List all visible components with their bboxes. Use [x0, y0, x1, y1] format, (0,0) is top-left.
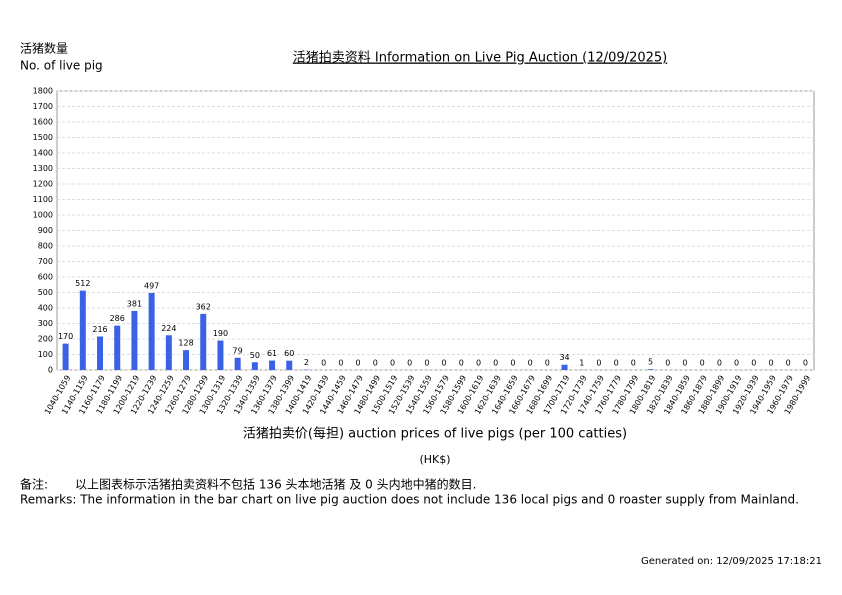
bar: [561, 364, 568, 370]
data-label: 0: [459, 359, 464, 368]
data-label: 0: [442, 359, 447, 368]
data-label: 61: [267, 349, 277, 358]
y-label-en: No. of live pig: [20, 59, 103, 73]
bar: [79, 290, 86, 370]
bar: [251, 362, 258, 370]
data-label: 50: [250, 351, 260, 360]
data-label: 216: [92, 325, 107, 334]
data-label: 0: [390, 359, 395, 368]
data-label: 79: [233, 346, 243, 355]
data-label: 0: [424, 359, 429, 368]
generated: Generated on: 12/09/2025 17:18:21: [641, 556, 822, 567]
bar: [183, 350, 190, 370]
y-tick-label: 500: [38, 288, 53, 297]
data-label: 362: [196, 302, 211, 311]
data-label: 0: [614, 359, 619, 368]
y-tick-label: 800: [38, 242, 53, 251]
data-label: 0: [545, 359, 550, 368]
data-label: 224: [161, 324, 176, 333]
data-label: 0: [510, 359, 515, 368]
y-tick-label: 1000: [33, 211, 53, 220]
data-label: 0: [768, 359, 773, 368]
y-tick-label: 900: [38, 226, 53, 235]
data-label: 0: [407, 359, 412, 368]
y-tick-label: 1300: [33, 164, 53, 173]
data-label: 0: [596, 359, 601, 368]
y-tick-label: 1600: [33, 118, 53, 127]
data-label: 5: [648, 358, 653, 367]
data-label: 0: [321, 359, 326, 368]
data-label: 0: [734, 359, 739, 368]
y-tick-label: 100: [38, 350, 53, 359]
data-label: 0: [631, 359, 636, 368]
remarks-en: Remarks: The information in the bar char…: [20, 493, 799, 507]
y-tick-label: 1200: [33, 180, 53, 189]
data-label: 60: [284, 349, 294, 358]
y-tick-label: 1700: [33, 102, 53, 111]
y-tick-label: 700: [38, 257, 53, 266]
x-label: 活猪拍卖价(每担) auction prices of live pigs (p…: [243, 426, 627, 442]
data-label: 0: [356, 359, 361, 368]
data-label: 2: [304, 358, 309, 367]
bar: [165, 335, 172, 370]
data-label: 0: [717, 359, 722, 368]
data-label: 512: [75, 279, 90, 288]
y-tick-label: 0: [48, 366, 53, 375]
bar: [234, 357, 241, 370]
remarks-label: 备注:: [20, 477, 48, 492]
data-label: 1: [579, 358, 584, 367]
y-label-zh: 活猪数量: [20, 41, 68, 56]
bar: [647, 369, 654, 370]
data-label: 170: [58, 332, 73, 341]
data-label: 0: [682, 359, 687, 368]
bar: [200, 313, 207, 370]
data-label: 0: [665, 359, 670, 368]
bar: [131, 310, 138, 370]
y-tick-label: 400: [38, 304, 53, 313]
bar: [97, 336, 104, 370]
chart-title: 活猪拍卖资料 Information on Live Pig Auction (…: [293, 51, 667, 66]
x-unit: (HK$): [419, 453, 450, 466]
data-label: 190: [213, 329, 228, 338]
y-tick-label: 1800: [33, 87, 53, 96]
bar: [148, 292, 155, 370]
y-tick-label: 300: [38, 319, 53, 328]
data-label: 0: [338, 359, 343, 368]
y-tick-label: 600: [38, 273, 53, 282]
data-label: 381: [127, 299, 142, 308]
y-tick-label: 1500: [33, 133, 53, 142]
bar: [269, 360, 276, 370]
data-label: 34: [559, 353, 569, 362]
data-label: 0: [476, 359, 481, 368]
bar: [286, 360, 293, 370]
data-label: 0: [700, 359, 705, 368]
remarks-zh: 以上图表标示活猪拍卖资料不包括 136 头本地活猪 及 0 头内地中猪的数目.: [75, 477, 476, 492]
bar: [114, 325, 121, 370]
data-label: 497: [144, 281, 159, 290]
data-label: 286: [110, 314, 125, 323]
y-tick-label: 200: [38, 335, 53, 344]
bar: [62, 343, 69, 370]
data-label: 0: [493, 359, 498, 368]
data-label: 0: [528, 359, 533, 368]
y-tick-label: 1400: [33, 149, 53, 158]
data-label: 0: [373, 359, 378, 368]
y-tick-label: 1100: [33, 195, 53, 204]
data-label: 0: [786, 359, 791, 368]
data-label: 0: [803, 359, 808, 368]
data-label: 0: [751, 359, 756, 368]
bar: [217, 340, 224, 370]
data-label: 128: [178, 339, 193, 348]
